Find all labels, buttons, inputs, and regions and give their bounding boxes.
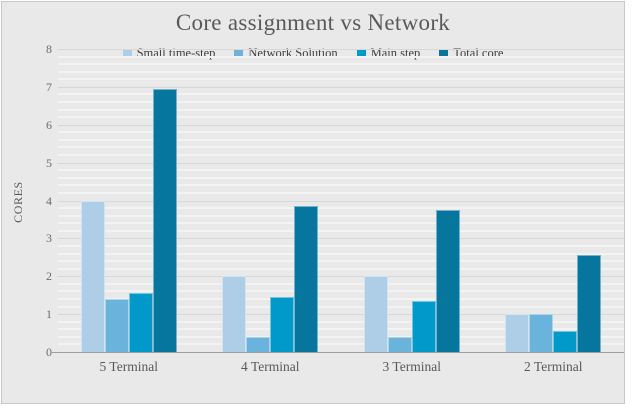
minor-gridline (58, 191, 624, 194)
legend-swatch-icon (439, 49, 449, 58)
bar-small-time-step (222, 276, 247, 352)
minor-gridline (58, 55, 624, 58)
y-tick-label: 6 (46, 117, 52, 132)
y-tick-label: 1 (46, 307, 52, 322)
x-axis-line (52, 352, 624, 353)
category-label: 4 Terminal (241, 359, 300, 374)
minor-gridline (58, 131, 624, 134)
y-tick-label: 7 (46, 79, 52, 94)
major-gridline (58, 124, 624, 126)
bar-total-core (577, 255, 602, 352)
bar-network-solution (246, 336, 271, 352)
bar-network-solution (104, 298, 129, 352)
major-gridline (58, 162, 624, 164)
y-tick-label: 5 (46, 155, 52, 170)
plot-area (52, 49, 624, 353)
bar-main-step (411, 300, 436, 352)
major-gridline (58, 314, 624, 316)
category-label: 5 Terminal (99, 359, 158, 374)
legend-swatch-icon (356, 49, 366, 58)
minor-gridline (58, 146, 624, 149)
y-tick-label: 3 (46, 231, 52, 246)
minor-gridline (58, 297, 624, 300)
bar-small-time-step (363, 276, 388, 352)
category-label: 2 Terminal (524, 359, 583, 374)
y-tick-label: 0 (46, 345, 52, 359)
minor-gridline (58, 260, 624, 263)
major-gridline (58, 200, 624, 202)
major-gridline (58, 276, 624, 278)
minor-gridline (58, 328, 624, 331)
y-tick-label: 4 (46, 193, 52, 208)
bar-total-core (435, 209, 460, 352)
minor-gridline (58, 290, 624, 293)
bar-small-time-step (505, 314, 530, 352)
legend-swatch-icon (234, 49, 244, 58)
major-gridline (58, 86, 624, 88)
minor-gridline (58, 335, 624, 338)
minor-gridline (58, 154, 624, 157)
minor-gridline (58, 229, 624, 232)
major-gridline (58, 238, 624, 240)
chart-title: Core assignment vs Network (175, 10, 451, 35)
minor-gridline (58, 70, 624, 73)
minor-gridline (58, 116, 624, 119)
minor-gridline (58, 207, 624, 210)
minor-gridline (58, 78, 624, 81)
minor-gridline (58, 320, 624, 323)
bar-total-core (294, 206, 319, 352)
minor-gridline (58, 101, 624, 104)
minor-gridline (58, 108, 624, 111)
bar-total-core (152, 88, 177, 352)
minor-gridline (58, 184, 624, 187)
bar-main-step (128, 293, 153, 352)
category-label: 3 Terminal (382, 359, 441, 374)
major-gridline (58, 49, 624, 50)
minor-gridline (58, 252, 624, 255)
bar-main-step (270, 297, 295, 352)
minor-gridline (58, 267, 624, 270)
y-tick-label: 8 (46, 42, 52, 56)
minor-gridline (58, 282, 624, 285)
bar-small-time-step (80, 200, 105, 352)
minor-gridline (58, 222, 624, 225)
y-tick-label: 2 (46, 269, 52, 284)
minor-gridline (58, 176, 624, 179)
minor-gridline (58, 214, 624, 217)
minor-gridline (58, 169, 624, 172)
minor-gridline (58, 93, 624, 96)
bar-main-step (553, 331, 578, 352)
minor-gridline (58, 343, 624, 346)
minor-gridline (58, 63, 624, 66)
chart-canvas: Core assignment vs Network Small time-st… (1, 1, 625, 404)
bar-network-solution (387, 336, 412, 352)
minor-gridline (58, 138, 624, 141)
legend-swatch-icon (122, 49, 132, 58)
bar-network-solution (529, 314, 554, 352)
minor-gridline (58, 305, 624, 308)
minor-gridline (58, 244, 624, 247)
